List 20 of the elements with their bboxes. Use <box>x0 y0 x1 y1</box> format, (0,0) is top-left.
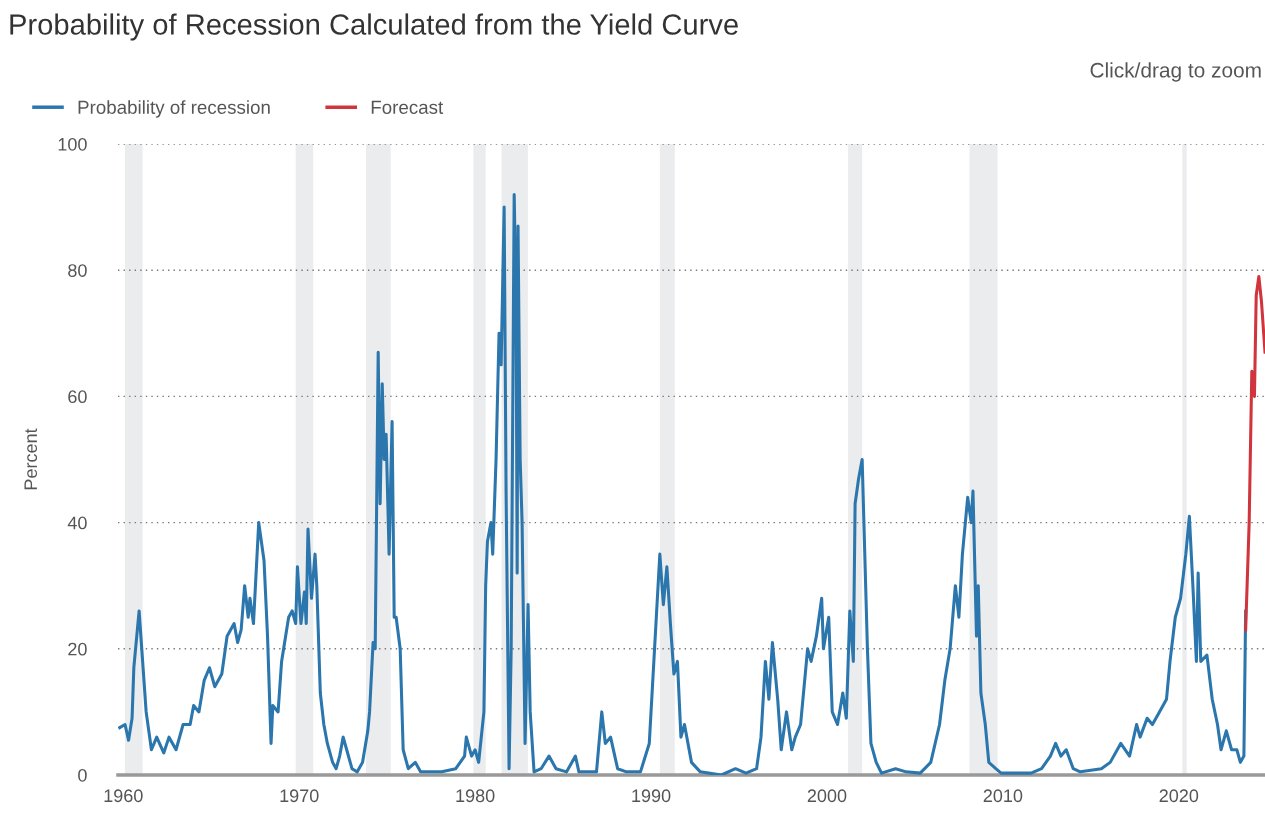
chart-title: Probability of Recession Calculated from the Yield Curve <box>10 13 738 41</box>
x-tick-label: 2020 <box>1159 789 1199 803</box>
x-tick-label: 1980 <box>456 789 495 803</box>
y-tick-label: 60 <box>68 390 87 404</box>
line-series <box>118 192 1248 775</box>
y-tick-label: 20 <box>68 642 87 656</box>
y-tick-label: 80 <box>68 264 87 277</box>
x-tick-label: 1970 <box>280 789 319 803</box>
y-tick-label: 100 <box>58 137 87 151</box>
x-tick-label: 1960 <box>104 789 143 803</box>
x-tick-label: 2010 <box>983 789 1023 803</box>
text: Click/drag to zoom <box>1090 62 1261 82</box>
y-axis-title: Percent <box>24 428 38 490</box>
legend-label: Forecast <box>371 100 444 114</box>
y-tick-label: 40 <box>67 516 87 530</box>
line-series <box>1244 274 1265 632</box>
x-tick-label: 2000 <box>807 789 847 803</box>
y-tick-label: 0 <box>78 768 87 782</box>
legend-label: Probability of recession <box>78 100 270 118</box>
x-tick-label: 1990 <box>632 789 671 803</box>
